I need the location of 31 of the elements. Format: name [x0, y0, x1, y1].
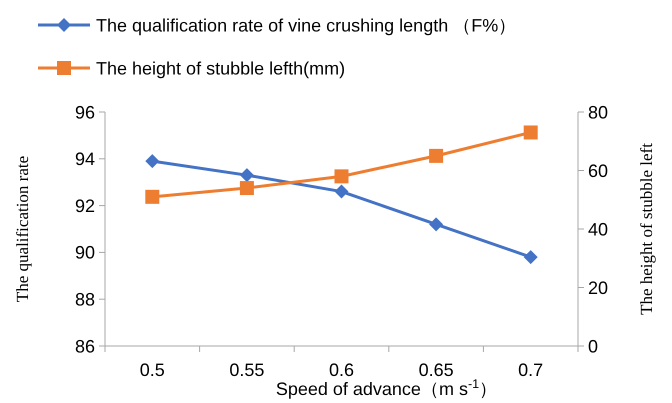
y2-tick-label: 80: [588, 102, 608, 122]
y2-tick-label: 60: [588, 160, 608, 181]
point: [240, 181, 254, 196]
x-axis-title: Speed of advance（m s$^{-1}$）: [276, 377, 498, 399]
point: [334, 184, 348, 199]
legend-label: The height of stubble lefth(mm): [96, 58, 346, 78]
y-tick-label: 88: [74, 290, 95, 310]
y-tick-label: 90: [74, 242, 95, 263]
y2-tick-label: 40: [588, 219, 608, 240]
x-tick-label: 0.7: [518, 360, 544, 380]
y-tick-label: 86: [74, 336, 95, 356]
point: [524, 250, 538, 264]
x-tick-label: 0.5: [140, 360, 165, 380]
point: [334, 169, 348, 184]
y-tick-label: 94: [74, 149, 95, 170]
point: [429, 148, 444, 163]
point: [240, 168, 254, 182]
legend-label: The qualification rate of vine crushing length （F%）: [96, 15, 516, 36]
point: [145, 154, 160, 168]
y-tick-label: 92: [74, 196, 95, 216]
x-tick-label: 0.65: [418, 360, 454, 380]
y2-tick-label: 20: [588, 278, 608, 298]
y-tick-label: 96: [74, 102, 95, 122]
point: [429, 217, 444, 232]
point: [145, 190, 160, 204]
x-tick-label: 0.55: [229, 360, 264, 380]
point: [524, 125, 538, 140]
x-tick-label: 0.6: [328, 360, 354, 380]
y-axis-title: The qualification rate: [13, 156, 32, 302]
y2-tick-label: 0: [588, 336, 598, 356]
y2-axis-title: The height of stubble left: [637, 142, 656, 315]
